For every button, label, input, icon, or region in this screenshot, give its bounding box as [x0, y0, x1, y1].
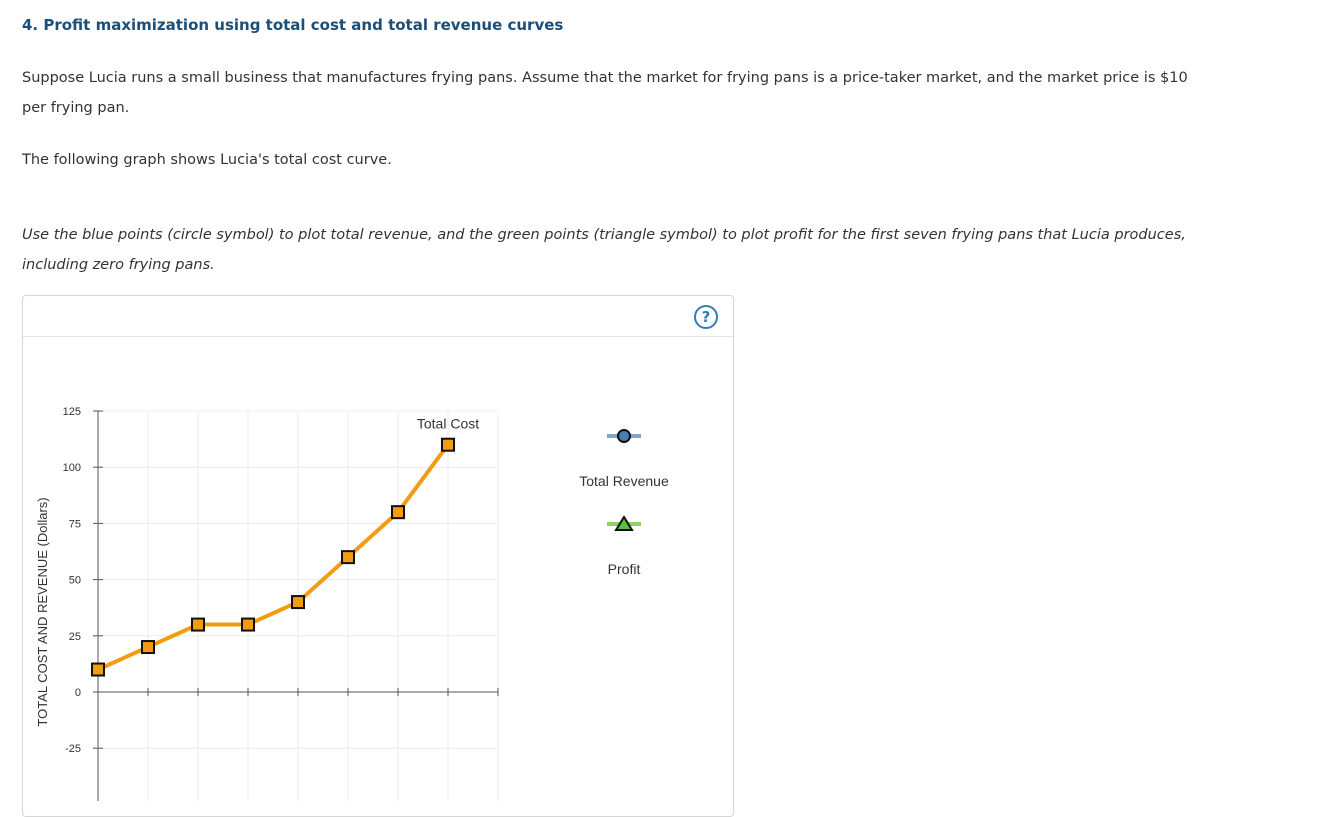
total-cost-point [191, 617, 205, 632]
total-cost-series-label: Total Cost [417, 416, 479, 432]
legend-profit[interactable]: Profit [607, 515, 641, 577]
y-tick-label: 0 [75, 687, 81, 699]
total-cost-point [291, 595, 305, 610]
total-cost-point [391, 505, 405, 520]
y-tick-label: 75 [69, 518, 81, 530]
y-tick-label: 100 [63, 462, 81, 474]
instructions-paragraph: Use the blue points (circle symbol) to p… [22, 227, 1186, 273]
total-cost-point [341, 550, 355, 565]
y-tick-label: 125 [63, 406, 81, 418]
graph-description: The following graph shows Lucia's total … [22, 152, 392, 168]
total-cost-point [91, 662, 105, 677]
help-icon[interactable]: ? [694, 305, 718, 329]
legend-total-revenue[interactable]: Total Revenue [579, 429, 669, 489]
total-cost-point [441, 437, 455, 452]
chart-axes: 125 100 75 50 25 0 -25 -50 [63, 406, 499, 801]
total-cost-point [141, 640, 155, 655]
y-axis-label: TOTAL COST AND REVENUE (Dollars) [35, 497, 50, 726]
intro-paragraph: Suppose Lucia runs a small business that… [22, 70, 1188, 116]
total-cost-line [97, 443, 450, 672]
y-tick-label: 25 [69, 631, 81, 643]
page-title: 4. Profit maximization using total cost … [22, 16, 564, 34]
y-tick-label: -50 [65, 799, 81, 801]
y-tick-label: 50 [69, 575, 81, 587]
total-cost-point [241, 617, 255, 632]
graph-panel-header: ? [23, 296, 733, 337]
total-revenue-circle-icon[interactable] [617, 429, 631, 443]
profit-label: Profit [608, 561, 641, 577]
total-revenue-label: Total Revenue [579, 473, 669, 489]
profit-triangle-icon[interactable] [614, 515, 634, 531]
y-tick-label: -25 [65, 743, 81, 755]
chart-series: Total Cost [91, 416, 479, 677]
